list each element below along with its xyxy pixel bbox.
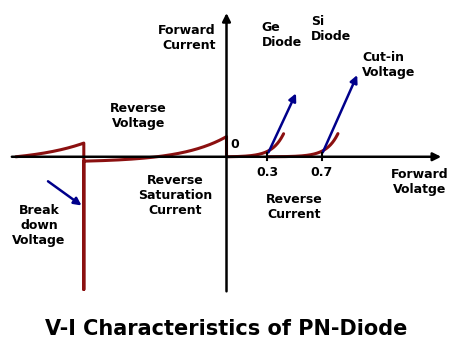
Text: Cut-in
Voltage: Cut-in Voltage bbox=[362, 51, 416, 79]
Text: Forward
Volatge: Forward Volatge bbox=[390, 168, 448, 196]
Text: 0.7: 0.7 bbox=[310, 166, 333, 179]
Text: Break
down
Voltage: Break down Voltage bbox=[12, 204, 66, 247]
Text: Ge
Diode: Ge Diode bbox=[262, 21, 302, 49]
Text: Si
Diode: Si Diode bbox=[311, 15, 351, 43]
Text: Reverse
Voltage: Reverse Voltage bbox=[110, 102, 167, 130]
Text: 0: 0 bbox=[231, 138, 239, 151]
Text: V-I Characteristics of PN-Diode: V-I Characteristics of PN-Diode bbox=[45, 319, 408, 339]
Text: Reverse
Current: Reverse Current bbox=[266, 193, 323, 221]
Text: 0.3: 0.3 bbox=[256, 166, 278, 179]
Text: Forward
Current: Forward Current bbox=[158, 24, 216, 52]
Text: Reverse
Saturation
Current: Reverse Saturation Current bbox=[138, 174, 212, 217]
